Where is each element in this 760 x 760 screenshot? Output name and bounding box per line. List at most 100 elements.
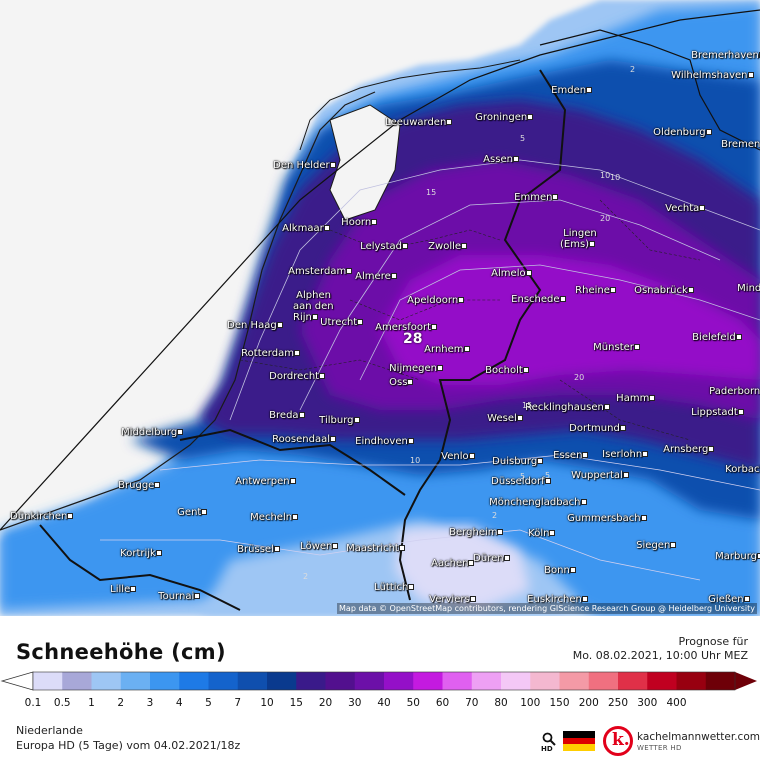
city-label-assen: Assen	[480, 154, 519, 165]
city-name: Brugge	[115, 480, 155, 491]
city-label-bremerhaven: Bremerhaven	[688, 50, 760, 61]
contour-15	[299, 199, 721, 411]
city-name: Verviers	[426, 594, 470, 605]
contour-value-label: 2	[492, 511, 498, 520]
region-name: Niederlande	[16, 724, 83, 737]
city-label-eindhoven: Eindhoven	[352, 436, 414, 447]
scale-tick-label: 15	[289, 697, 303, 709]
city-label-bergheim: Bergheim	[446, 527, 504, 538]
city-marker-icon	[708, 446, 715, 452]
city-name: Mecheln	[247, 512, 293, 523]
city-marker-icon	[371, 219, 378, 225]
map-attribution: Map data © OpenStreetMap contributors, r…	[337, 603, 757, 614]
brand-subtitle: WETTER HD	[637, 744, 682, 752]
scale-tick-label: 150	[549, 697, 570, 709]
scale-tick-label: 300	[637, 697, 658, 709]
city-name: Wilhelmshaven	[668, 70, 748, 81]
city-name: Almelo	[488, 268, 526, 279]
city-name: Venlo	[438, 451, 469, 462]
snow-depth-map[interactable]: Bremerhaven Wilhelmshaven Emden Groninge…	[0, 0, 760, 616]
kachelmann-logo-icon[interactable]: k.	[603, 726, 633, 756]
city-marker-icon	[758, 52, 760, 58]
city-label-dordrecht: Dordrecht	[266, 371, 326, 382]
scale-low-arrow	[0, 671, 34, 691]
scale-swatch	[384, 672, 414, 690]
city-marker-icon	[525, 270, 532, 276]
city-label-hoorn: Hoorn	[338, 217, 378, 228]
city-name: Essen	[550, 450, 583, 461]
city-label-brugge: Brugge	[115, 480, 161, 491]
scale-tick-label: 0.5	[53, 697, 71, 709]
city-name: Eindhoven	[352, 436, 408, 447]
city-marker-icon	[458, 297, 465, 303]
scale-high-arrow	[735, 672, 757, 690]
germany-flag-icon[interactable]	[563, 731, 595, 751]
city-marker-icon	[622, 472, 629, 478]
city-name: Wuppertal	[568, 470, 623, 481]
scale-swatch	[413, 672, 443, 690]
city-name: Apeldoorn	[404, 295, 459, 306]
city-marker-icon	[330, 436, 336, 442]
contour-value-label: 20	[574, 373, 585, 382]
city-marker-icon	[687, 287, 694, 293]
city-name: Maastricht	[343, 543, 399, 554]
city-label-emden: Emden	[548, 85, 593, 96]
city-marker-icon	[402, 243, 409, 249]
city-label-mönchengladbach: Mönchengladbach	[486, 497, 587, 508]
scale-tick-label: 70	[465, 697, 479, 709]
map-canvas	[0, 0, 760, 616]
scale-swatch	[618, 672, 648, 690]
city-label-lille: Lille	[107, 584, 137, 595]
city-label-lippstadt: Lippstadt	[688, 407, 744, 418]
city-label-lingen-ems-: Lingen (Ems)	[560, 228, 597, 250]
city-marker-icon	[468, 560, 475, 566]
city-marker-icon	[332, 543, 339, 549]
city-label-marburg: Marburg	[712, 551, 760, 562]
city-label-essen: Essen	[550, 450, 589, 461]
scale-tick-label: 30	[348, 697, 362, 709]
city-name: Münster	[590, 342, 634, 353]
city-name: Roosendaal	[269, 434, 330, 445]
city-name: Arnsberg	[660, 444, 709, 455]
border-nl-be	[179, 428, 406, 496]
city-label-paderborn: Paderborn	[706, 386, 760, 397]
city-label-kortrijk: Kortrijk	[117, 548, 162, 559]
city-marker-icon	[589, 241, 596, 247]
scale-swatch	[588, 672, 619, 690]
scale-tick-label: 7	[234, 697, 242, 709]
city-name: Nijmegen	[386, 363, 437, 374]
contour-value-label: 20	[600, 214, 611, 223]
city-marker-icon	[407, 379, 414, 385]
city-name: Düren	[470, 553, 504, 564]
city-marker-icon	[357, 319, 364, 325]
city-label-apeldoorn: Apeldoorn	[404, 295, 465, 306]
model-run: Europa HD (5 Tage) vom 04.02.2021/18z	[16, 739, 241, 752]
city-name: Enschede	[508, 294, 560, 305]
contour-value-label: 5	[520, 472, 526, 481]
brand-name[interactable]: kachelmannwetter.com	[637, 731, 760, 743]
city-name: Lille	[107, 584, 131, 595]
city-name: Iserlohn	[599, 449, 643, 460]
city-marker-icon	[743, 596, 750, 602]
city-marker-icon	[609, 287, 616, 293]
city-name: Köln	[525, 528, 550, 539]
city-name: Oss	[386, 377, 408, 388]
city-name: Hoorn	[338, 217, 372, 228]
contour-value-label: 5	[520, 134, 526, 143]
city-label-hamm: Hamm	[613, 393, 656, 404]
scale-border	[32, 671, 736, 691]
city-marker-icon	[642, 451, 649, 457]
forecast-time: Mo. 08.02.2021, 10:00 Uhr MEZ	[572, 649, 748, 662]
city-marker-icon	[512, 156, 519, 162]
city-name: Bocholt	[482, 365, 523, 376]
city-name: Aachen	[428, 558, 469, 569]
scale-tick-label: 10	[260, 697, 274, 709]
city-label-maastricht: Maastricht	[343, 543, 405, 554]
city-name: Rotterdam	[238, 348, 294, 359]
scale-swatch	[33, 672, 63, 690]
city-label-dünkirchen: Dünkirchen	[7, 511, 74, 522]
city-name: Kortrijk	[117, 548, 156, 559]
hd-zoom-search-icon[interactable]	[542, 731, 556, 750]
city-marker-icon	[446, 119, 453, 125]
city-marker-icon	[461, 243, 468, 249]
